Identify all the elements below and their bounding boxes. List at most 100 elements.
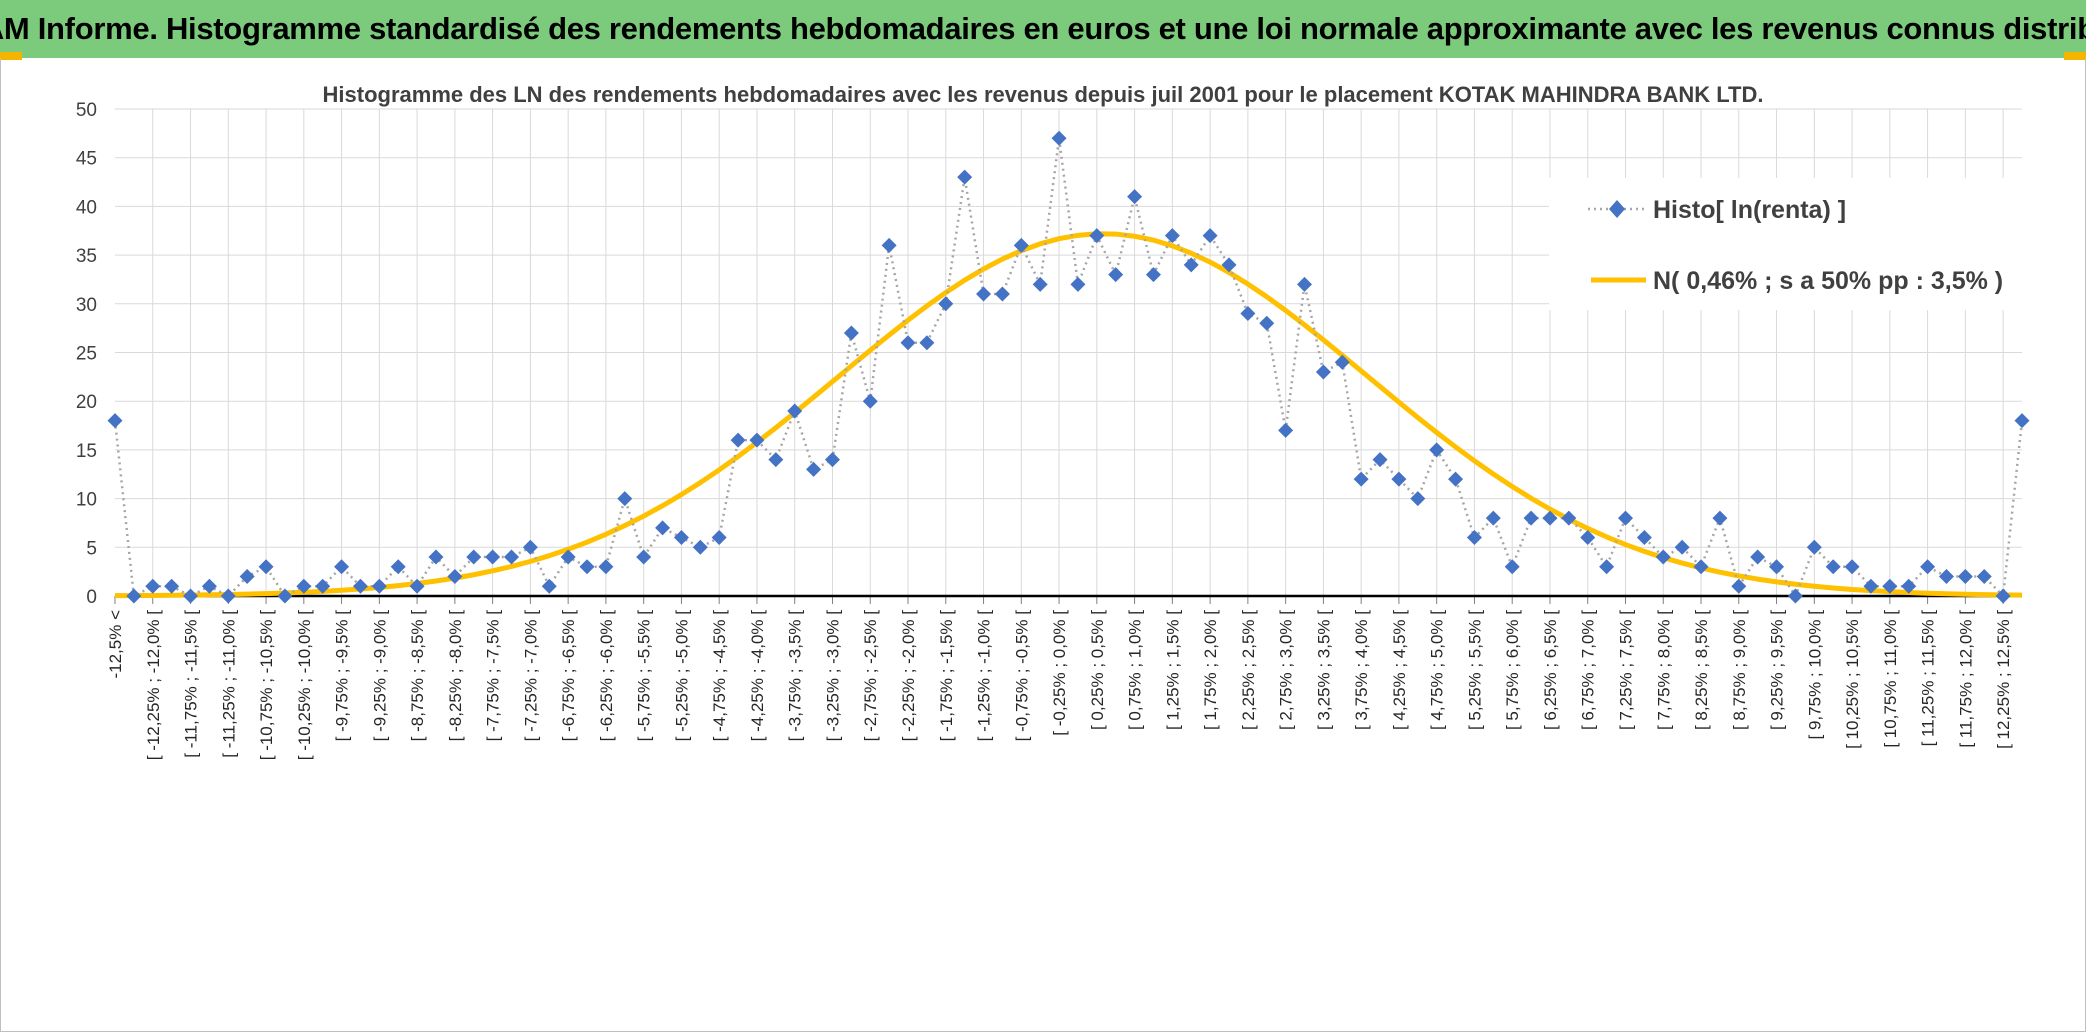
banner-title: ADAM Informe. Histogramme standardisé de…: [0, 11, 2086, 46]
histogram-point: [1410, 491, 1426, 507]
histogram-point: [1693, 559, 1709, 575]
histogram-point: [1825, 559, 1841, 575]
x-tick-label: [ 11,75% ; 12,0% [: [1956, 610, 1975, 748]
x-tick-label: [ 6,25% ; 6,5% [: [1541, 610, 1560, 730]
histogram-point: [1920, 559, 1936, 575]
histogram-point: [1051, 130, 1067, 146]
histogram-point: [976, 286, 992, 302]
histogram-point: [1844, 559, 1860, 575]
x-tick-label: [ -6,25% ; -6,0% [: [597, 610, 616, 742]
x-tick-label: -12,5% <: [106, 610, 125, 679]
x-tick-label: [ 6,75% ; 7,0% [: [1579, 610, 1598, 730]
histogram-point: [1202, 228, 1218, 244]
x-tick-label: [ -10,75% ; -10,5% [: [257, 610, 276, 761]
x-tick-label: [ -8,25% ; -8,0% [: [446, 610, 465, 742]
histogram-point: [1089, 228, 1105, 244]
histogram-point: [541, 578, 557, 594]
histogram-point: [164, 578, 180, 594]
histogram-point: [768, 452, 784, 468]
histogram-point: [220, 588, 236, 604]
histogram-point: [1523, 510, 1539, 526]
histogram-point: [2014, 413, 2030, 429]
y-tick-label: 15: [76, 441, 97, 462]
chart-legend: Histo[ ln(renta) ] N( 0,46% ; s a 50% pp…: [1549, 178, 2061, 310]
x-tick-label: [ -0,75% ; -0,5% [: [1012, 610, 1031, 742]
histogram-point: [900, 335, 916, 351]
histogram-point: [1750, 549, 1766, 565]
histogram-point: [1976, 569, 1992, 585]
histogram-point: [1769, 559, 1785, 575]
histogram-point: [824, 452, 840, 468]
histogram-point: [749, 432, 765, 448]
x-tick-label: [ 7,75% ; 8,0% [: [1654, 610, 1673, 730]
banner-accent-left: [0, 52, 22, 60]
histogram-point: [1070, 276, 1086, 292]
histogram-point: [1240, 306, 1256, 322]
histogram-point: [485, 549, 501, 565]
histogram-point: [692, 539, 708, 555]
histogram-point: [1580, 530, 1596, 546]
histogram-point: [1259, 315, 1275, 331]
histogram-point: [1372, 452, 1388, 468]
histogram-point: [239, 569, 255, 585]
x-tick-label: [ 5,75% ; 6,0% [: [1503, 610, 1522, 730]
histogram-point: [1108, 267, 1124, 283]
histogram-series: [107, 130, 2030, 604]
histogram-point: [711, 530, 727, 546]
legend-background: [1549, 178, 2061, 310]
chart-title: Histogramme des LN des rendements hebdom…: [323, 82, 1764, 107]
x-tick-label: [ -4,25% ; -4,0% [: [748, 610, 767, 742]
x-tick-label: [ -4,75% ; -4,5% [: [710, 610, 729, 742]
histogram-point: [1013, 237, 1029, 253]
legend-label-normal: N( 0,46% ; s a 50% pp : 3,5% ): [1653, 267, 2003, 295]
banner-accent-right: [2064, 52, 2086, 60]
x-tick-label: [ 8,25% ; 8,5% [: [1692, 610, 1711, 730]
histogram-point: [352, 578, 368, 594]
x-tick-label: [ 3,75% ; 4,0% [: [1352, 610, 1371, 730]
histogram-point: [730, 432, 746, 448]
histogram-point: [1164, 228, 1180, 244]
x-tick-label: [ 10,25% ; 10,5% [: [1843, 610, 1862, 749]
y-tick-label: 0: [86, 587, 97, 608]
histogram-point: [1297, 276, 1313, 292]
y-tick-label: 25: [76, 344, 97, 365]
histogram-point: [881, 237, 897, 253]
histogram-point: [655, 520, 671, 536]
histogram-point: [334, 559, 350, 575]
histogram-point: [522, 539, 538, 555]
y-axis: 0 5 10 15 20 25 30 35 40 45 50: [76, 100, 97, 608]
histogram-point: [1806, 539, 1822, 555]
x-tick-label: [ -10,25% ; -10,0% [: [295, 610, 314, 761]
histogram-point: [1429, 442, 1445, 458]
chart-frame: Histogramme des LN des rendements hebdom…: [0, 58, 2086, 1032]
histogram-point: [617, 491, 633, 507]
histogram-point: [1617, 510, 1633, 526]
histogram-point: [957, 169, 973, 185]
x-tick-label: [ 7,25% ; 7,5% [: [1616, 610, 1635, 730]
x-tick-label: [ 0,75% ; 1,0% [: [1126, 610, 1145, 730]
x-tick-label: [ 4,25% ; 4,5% [: [1390, 610, 1409, 730]
x-tick-label: [ 2,25% ; 2,5% [: [1239, 610, 1258, 730]
histogram-point: [258, 559, 274, 575]
histogram-point: [994, 286, 1010, 302]
histogram-point: [466, 549, 482, 565]
histogram-point: [1674, 539, 1690, 555]
histogram-point: [1221, 257, 1237, 273]
histogram-point: [1599, 559, 1615, 575]
histogram-point: [1391, 471, 1407, 487]
histogram-point: [1032, 276, 1048, 292]
histogram-point: [390, 559, 406, 575]
histogram-point: [1731, 578, 1747, 594]
histogram-point: [1995, 588, 2011, 604]
x-tick-label: [ 8,75% ; 9,0% [: [1730, 610, 1749, 730]
y-tick-label: 20: [76, 392, 97, 413]
x-tick-label: [ 0,25% ; 0,5% [: [1088, 610, 1107, 730]
x-tick-label: [ -8,75% ; -8,5% [: [408, 610, 427, 742]
histogram-point: [1655, 549, 1671, 565]
histogram-point: [1353, 471, 1369, 487]
x-tick-label: [ -12,25% ; -12,0% [: [144, 610, 163, 761]
x-tick-label: [ 9,75% ; 10,0% [: [1805, 610, 1824, 740]
histogram-point: [315, 578, 331, 594]
x-tick-label: [ -3,75% ; -3,5% [: [786, 610, 805, 742]
histogram-point: [1712, 510, 1728, 526]
